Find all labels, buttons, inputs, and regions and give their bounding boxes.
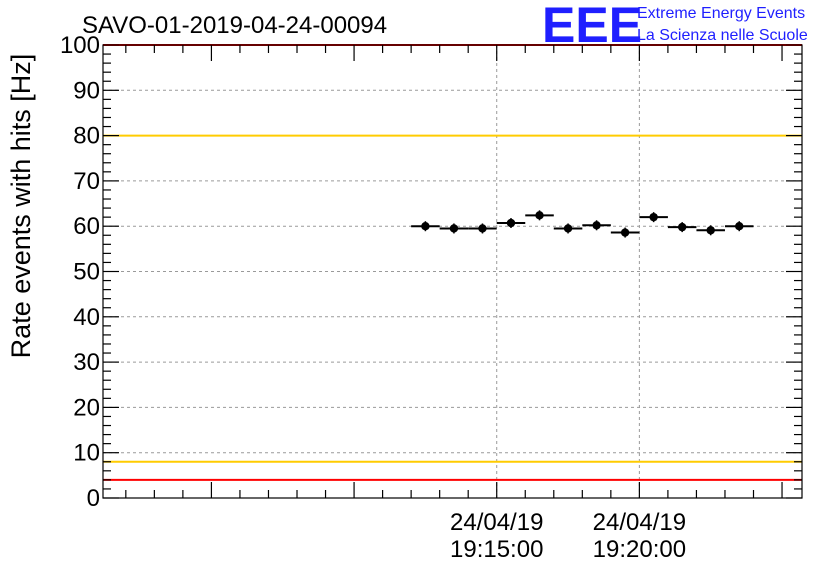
logo-line-2: La Scienza nelle Scuole	[637, 27, 808, 44]
chart-title: SAVO-01-2019-04-24-00094	[82, 12, 387, 39]
x-tick-time: 19:20:00	[593, 536, 686, 563]
y-tick-label: 100	[60, 32, 100, 59]
x-tick-time: 19:15:00	[450, 536, 543, 563]
y-tick-label: 30	[73, 349, 100, 376]
logo-line-1: Extreme Energy Events	[637, 5, 805, 22]
data-point	[649, 212, 658, 222]
data-point	[506, 218, 516, 228]
data-point	[706, 226, 715, 235]
data-points	[411, 210, 754, 238]
x-tick-date: 24/04/19	[593, 509, 686, 536]
data-point	[620, 228, 630, 237]
x-tick-date: 24/04/19	[450, 509, 543, 536]
y-tick-label: 50	[73, 259, 100, 286]
y-axis-label: Rate events with hits [Hz]	[6, 54, 36, 359]
data-point	[449, 224, 459, 233]
y-tick-label: 10	[73, 440, 100, 467]
y-tick-label: 0	[87, 485, 100, 512]
y-tick-label: 70	[73, 168, 100, 195]
eee-logo: EEE Extreme Energy Events La Scienza nel…	[542, 0, 808, 53]
data-point	[735, 222, 744, 231]
tick-labels: 010203040506070809010024/04/1919:15:0024…	[60, 32, 686, 563]
y-tick-label: 90	[73, 77, 100, 104]
axes	[102, 44, 803, 499]
data-point	[592, 221, 601, 230]
data-point	[478, 224, 487, 233]
data-point	[563, 224, 573, 233]
data-point	[677, 222, 687, 232]
y-tick-label: 80	[73, 123, 100, 150]
reference-lines	[103, 44, 802, 481]
y-tick-label: 20	[73, 394, 100, 421]
grid-lines	[103, 45, 802, 498]
y-tick-label: 40	[73, 304, 100, 331]
y-tick-label: 60	[73, 213, 100, 240]
data-point	[421, 222, 430, 231]
data-point	[535, 211, 544, 220]
